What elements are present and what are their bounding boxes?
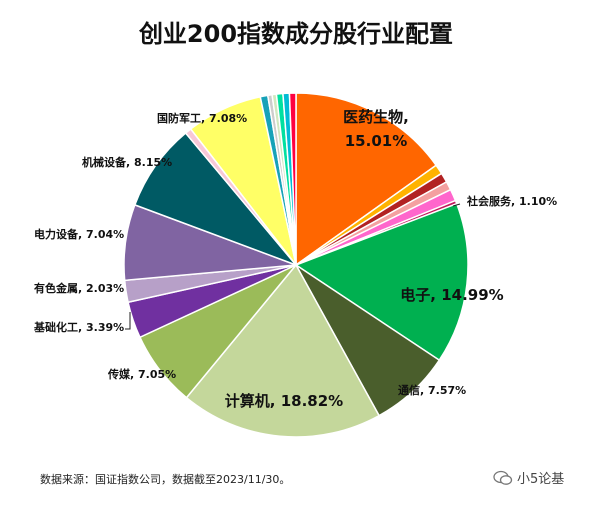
- slice-label-13: 机械设备, 8.15%: [82, 155, 172, 169]
- slice-label-8: 计算机, 18.82%: [225, 392, 343, 410]
- slice-label-0: 医药生物,: [343, 108, 409, 126]
- slice-value-label-0: 15.01%: [345, 132, 407, 150]
- slice-label-10: 基础化工, 3.39%: [33, 320, 124, 334]
- slice-unlabeled-21: [288, 92, 297, 266]
- slice-label-7: 通信, 7.57%: [398, 383, 466, 397]
- pie-labels: 医药生物, 15.01% 社会服务, 1.10% 电子, 14.99% 通信, 7.57…: [33, 108, 557, 410]
- leader-line-4: [452, 203, 461, 207]
- slice-label-11: 有色金属, 2.03%: [34, 281, 124, 295]
- slice-6: [294, 202, 469, 362]
- label-leader-lines: [125, 203, 461, 330]
- chart-title: 创业200指数成分股行业配置: [138, 20, 454, 48]
- slice-label-6: 电子, 14.99%: [400, 286, 503, 304]
- wechat-icon: [493, 470, 513, 485]
- data-source-note: 数据来源：国证指数公司，数据截至2023/11/30。: [40, 473, 291, 486]
- slice-label-9: 传媒, 7.05%: [107, 367, 176, 381]
- slice-8: [185, 263, 381, 438]
- pie-chart: 医药生物, 15.01% 社会服务, 1.10% 电子, 14.99% 通信, 7.57…: [33, 92, 557, 438]
- slice-13: [133, 132, 299, 267]
- slice-label-4: 社会服务, 1.10%: [466, 194, 557, 208]
- leader-line-10: [125, 312, 131, 330]
- slice-label-12: 电力设备, 7.04%: [34, 227, 124, 241]
- pie-slices: [123, 92, 469, 438]
- watermark-text: 小5论基: [517, 472, 565, 487]
- slice-0: [295, 92, 438, 267]
- slice-label-15: 国防军工, 7.08%: [157, 111, 247, 125]
- watermark: 小5论基: [493, 468, 564, 487]
